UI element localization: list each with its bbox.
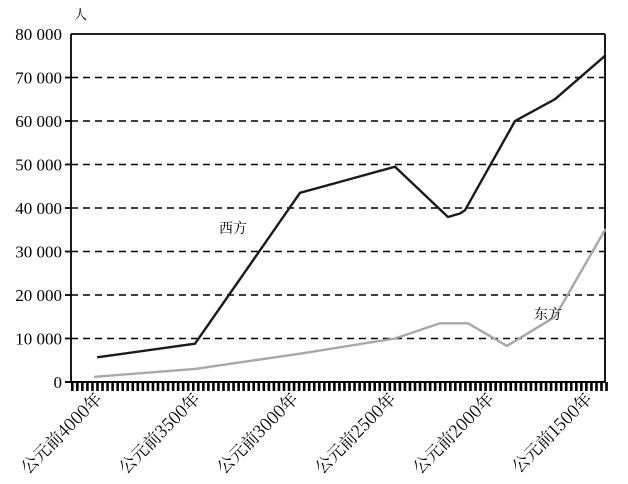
svg-text:公元前2500年: 公元前2500年 [308, 386, 401, 479]
svg-text:公元前1500年: 公元前1500年 [505, 386, 597, 478]
svg-text:10 000: 10 000 [15, 330, 62, 349]
svg-text:30 000: 30 000 [15, 243, 62, 262]
svg-text:40 000: 40 000 [15, 199, 62, 218]
svg-text:公元前2000年: 公元前2000年 [406, 386, 499, 479]
svg-text:0: 0 [54, 373, 63, 392]
svg-text:60 000: 60 000 [15, 112, 62, 131]
svg-text:东方: 东方 [534, 304, 562, 324]
svg-text:50 000: 50 000 [15, 156, 62, 175]
svg-text:公元前4000年: 公元前4000年 [14, 386, 107, 479]
svg-text:20 000: 20 000 [15, 286, 62, 305]
svg-text:公元前3000年: 公元前3000年 [210, 386, 303, 479]
svg-text:人: 人 [74, 4, 87, 23]
svg-text:70 000: 70 000 [15, 69, 62, 88]
svg-text:公元前3500年: 公元前3500年 [112, 386, 205, 479]
svg-text:西方: 西方 [219, 218, 247, 238]
svg-text:80 000: 80 000 [15, 25, 62, 44]
